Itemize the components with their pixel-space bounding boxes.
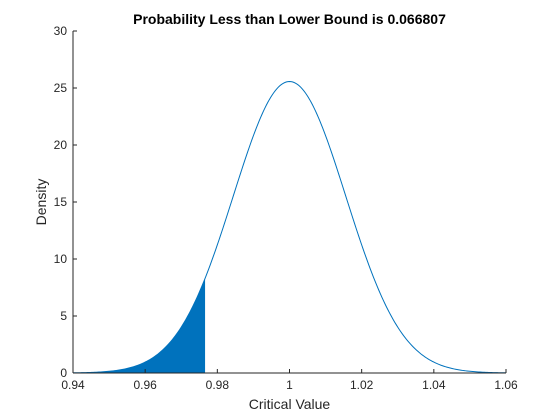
y-axis-label: Density xyxy=(33,179,49,226)
chart-title: Probability Less than Lower Bound is 0.0… xyxy=(133,11,446,27)
x-tick-label: 0.94 xyxy=(61,378,85,392)
x-tick-label: 1.06 xyxy=(494,378,518,392)
x-tick-label: 1.04 xyxy=(422,378,446,392)
y-tick-label: 30 xyxy=(54,24,68,38)
x-axis-label: Critical Value xyxy=(249,396,331,412)
y-axis-ticks: 0 5 10 15 20 25 30 xyxy=(54,24,77,380)
x-tick-label: 1 xyxy=(286,378,293,392)
density-curve xyxy=(72,80,507,374)
x-axis-ticks: 0.94 0.96 0.98 1 1.02 1.04 1.06 xyxy=(61,369,518,392)
plot-area xyxy=(72,80,507,374)
shaded-lower-tail-area xyxy=(73,278,206,373)
y-tick-label: 5 xyxy=(60,309,67,323)
x-tick-label: 0.98 xyxy=(206,378,230,392)
y-tick-label: 20 xyxy=(54,138,68,152)
y-tick-label: 25 xyxy=(54,81,68,95)
y-tick-label: 0 xyxy=(60,366,67,380)
x-tick-label: 1.02 xyxy=(350,378,374,392)
y-tick-label: 15 xyxy=(54,195,68,209)
x-tick-label: 0.96 xyxy=(133,378,157,392)
y-tick-label: 10 xyxy=(54,252,68,266)
